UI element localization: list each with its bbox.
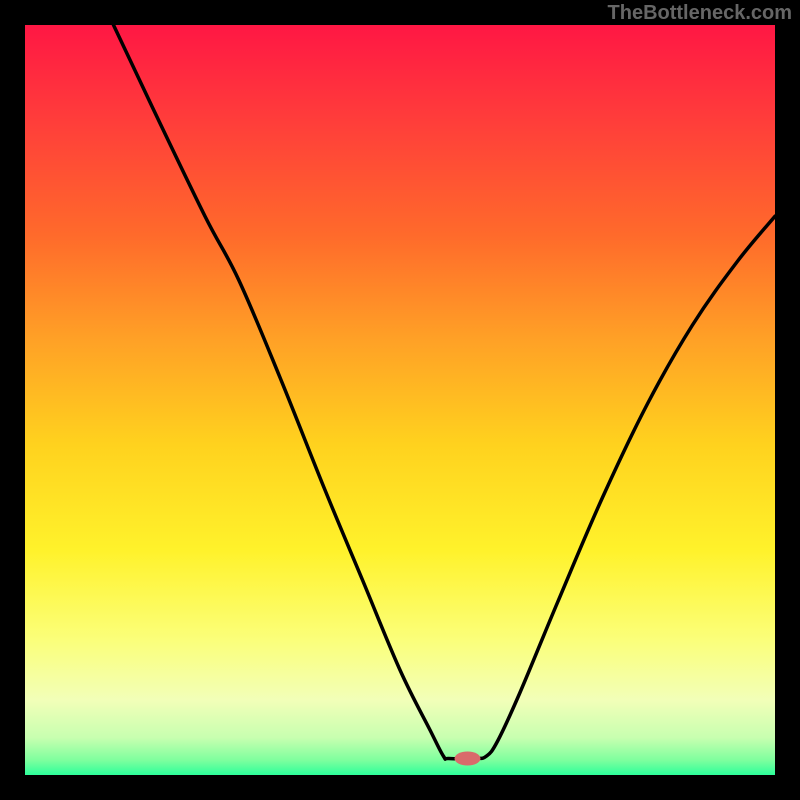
chart-container: TheBottleneck.com xyxy=(0,0,800,800)
chart-background xyxy=(25,25,775,775)
watermark-text: TheBottleneck.com xyxy=(608,2,792,25)
optimal-marker xyxy=(455,752,481,766)
bottleneck-chart xyxy=(0,0,800,800)
